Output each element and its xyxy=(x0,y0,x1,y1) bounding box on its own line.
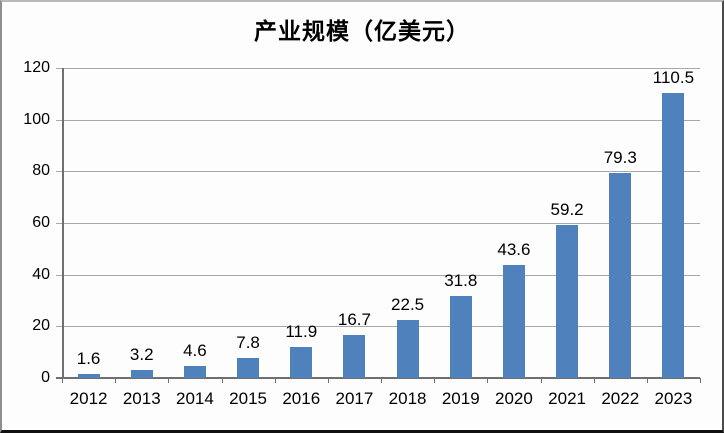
x-axis-tick xyxy=(221,378,223,383)
x-tick-label: 2023 xyxy=(654,389,693,408)
bar-2018 xyxy=(396,319,419,378)
x-axis-tick xyxy=(593,378,595,383)
chart-title: 产业规模（亿美元） xyxy=(254,18,470,44)
x-tick-label: 2015 xyxy=(229,389,267,408)
x-tick-label: 2018 xyxy=(388,389,427,408)
bar-2022 xyxy=(609,173,632,378)
bar-2019 xyxy=(449,295,472,378)
gridline xyxy=(56,171,700,173)
bar-2023 xyxy=(662,92,685,378)
x-axis-tick xyxy=(540,378,542,383)
y-tick-label: 80 xyxy=(32,162,50,180)
gridline xyxy=(56,68,700,69)
value-label: 1.6 xyxy=(76,348,101,368)
bar-2013 xyxy=(130,369,153,378)
bar-2017 xyxy=(343,334,366,378)
x-axis-tick xyxy=(327,378,329,383)
x-axis-tick xyxy=(168,378,170,383)
value-label: 4.6 xyxy=(183,341,207,361)
gridline xyxy=(56,326,700,328)
gridline xyxy=(56,119,700,121)
y-axis-line xyxy=(62,68,64,378)
bar-2015 xyxy=(237,357,260,378)
x-tick-label: 2012 xyxy=(69,389,108,408)
y-tick-label: 0 xyxy=(41,369,50,386)
x-tick-label: 2019 xyxy=(441,389,480,408)
x-tick-label: 2017 xyxy=(335,389,374,408)
y-tick-label: 120 xyxy=(23,59,50,76)
x-tick-label: 2022 xyxy=(601,389,640,408)
x-tick-label: 2020 xyxy=(494,389,533,408)
y-tick-label: 100 xyxy=(23,110,50,128)
x-axis-tick xyxy=(434,378,436,383)
gridline xyxy=(56,223,700,224)
value-label: 7.8 xyxy=(236,332,260,352)
y-tick-label: 20 xyxy=(32,317,50,335)
x-tick-label: 2021 xyxy=(548,389,586,408)
value-label: 43.6 xyxy=(497,240,531,260)
value-label: 59.2 xyxy=(550,200,584,220)
value-label: 3.2 xyxy=(129,344,154,364)
bar-2021 xyxy=(556,225,579,378)
x-axis-tick xyxy=(646,378,648,383)
value-label: 110.5 xyxy=(652,67,695,87)
bar-2014 xyxy=(183,366,206,378)
x-axis-tick xyxy=(62,378,63,383)
gridline xyxy=(56,274,700,276)
bar-2012 xyxy=(77,373,100,378)
value-label: 22.5 xyxy=(391,294,425,314)
x-axis-tick xyxy=(381,378,382,383)
bar-2016 xyxy=(290,347,313,378)
x-tick-label: 2014 xyxy=(175,389,214,408)
x-axis-line xyxy=(56,377,700,379)
y-tick-label: 60 xyxy=(32,214,50,231)
x-axis-tick xyxy=(700,378,701,383)
x-tick-label: 2016 xyxy=(282,389,321,408)
value-label: 16.7 xyxy=(337,309,371,329)
x-tick-label: 2013 xyxy=(122,389,161,408)
value-label: 79.3 xyxy=(603,148,637,168)
bar-2020 xyxy=(502,265,525,378)
y-tick-label: 40 xyxy=(32,265,50,283)
x-axis-tick xyxy=(487,378,489,383)
value-label: 11.9 xyxy=(285,322,318,342)
value-label: 31.8 xyxy=(444,270,478,290)
x-axis-tick xyxy=(274,378,276,383)
x-axis-tick xyxy=(115,378,117,383)
